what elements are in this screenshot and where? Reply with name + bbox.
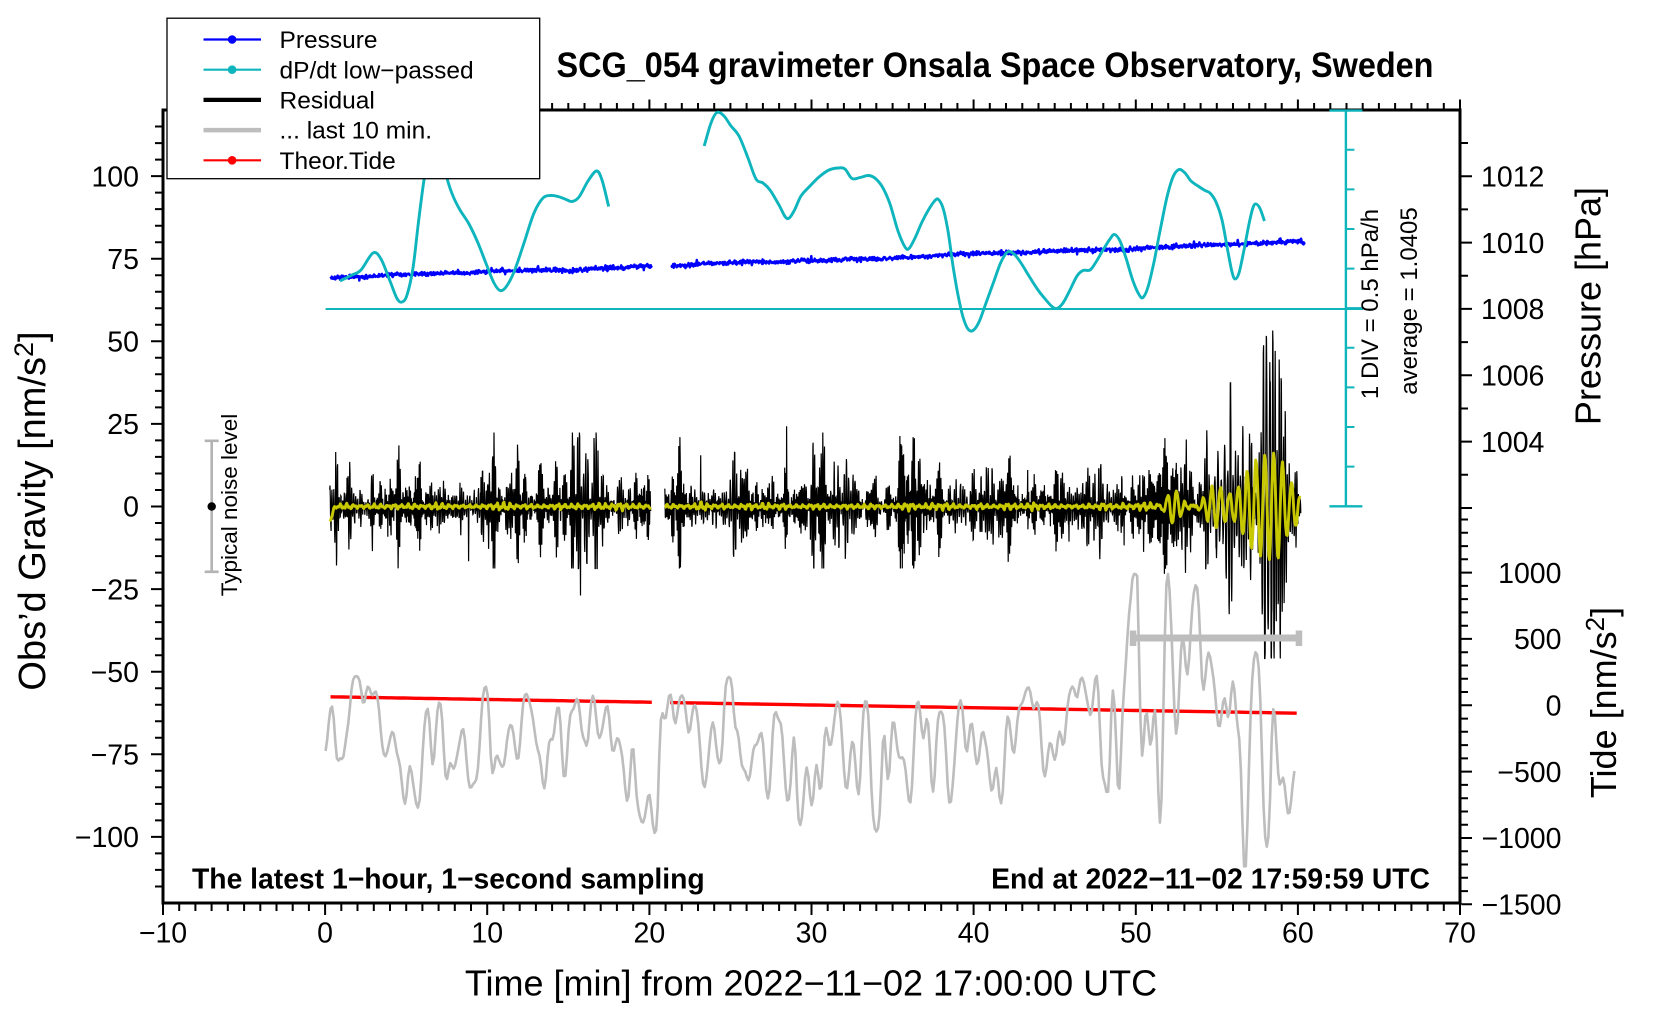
svg-text:−10: −10	[139, 918, 187, 950]
svg-text:−1000: −1000	[1481, 823, 1561, 855]
svg-text:... last 10 min.: ... last 10 min.	[280, 118, 433, 145]
svg-text:1 DIV = 0.5 hPa/h: 1 DIV = 0.5 hPa/h	[1357, 209, 1384, 399]
svg-text:75: 75	[107, 244, 139, 276]
svg-text:10: 10	[471, 918, 503, 950]
svg-text:Typical noise level: Typical noise level	[217, 414, 242, 597]
svg-text:Obs’d Gravity [nm/s2]: Obs’d Gravity [nm/s2]	[9, 331, 54, 690]
svg-text:1010: 1010	[1481, 228, 1544, 260]
svg-text:0: 0	[123, 492, 139, 524]
svg-text:1006: 1006	[1481, 361, 1544, 393]
svg-text:1012: 1012	[1481, 161, 1544, 193]
svg-text:−100: −100	[75, 822, 139, 854]
svg-text:Theor.Tide: Theor.Tide	[280, 148, 396, 175]
svg-text:50: 50	[107, 327, 139, 359]
svg-text:20: 20	[634, 918, 666, 950]
svg-text:The latest 1−hour, 1−second sa: The latest 1−hour, 1−second sampling	[192, 863, 705, 895]
svg-text:0: 0	[317, 918, 333, 950]
svg-text:Residual: Residual	[280, 88, 375, 115]
svg-text:1004: 1004	[1481, 427, 1545, 459]
svg-text:Pressure [hPa]: Pressure [hPa]	[1568, 187, 1609, 425]
svg-text:1000: 1000	[1498, 558, 1561, 590]
svg-text:30: 30	[796, 918, 828, 950]
svg-text:1008: 1008	[1481, 294, 1544, 326]
svg-text:Pressure: Pressure	[280, 27, 378, 54]
svg-text:25: 25	[107, 409, 139, 441]
svg-text:500: 500	[1514, 624, 1562, 656]
svg-text:60: 60	[1282, 918, 1314, 950]
svg-text:−1500: −1500	[1481, 890, 1561, 922]
svg-text:70: 70	[1444, 918, 1476, 950]
svg-text:−75: −75	[91, 740, 139, 772]
svg-text:average = 1.0405: average = 1.0405	[1396, 207, 1423, 395]
svg-text:End at 2022−11−02 17:59:59 UTC: End at 2022−11−02 17:59:59 UTC	[991, 863, 1430, 895]
svg-text:−50: −50	[91, 657, 139, 689]
svg-text:−25: −25	[91, 574, 139, 606]
svg-text:50: 50	[1120, 918, 1152, 950]
svg-text:SCG_054 gravimeter Onsala Spac: SCG_054 gravimeter Onsala Space Observat…	[557, 46, 1434, 85]
svg-text:100: 100	[91, 161, 139, 193]
svg-text:Tide [nm/s2]: Tide [nm/s2]	[1580, 607, 1624, 798]
svg-text:40: 40	[958, 918, 990, 950]
svg-text:0: 0	[1546, 691, 1562, 723]
svg-text:dP/dt low−passed: dP/dt low−passed	[280, 57, 474, 84]
svg-text:Time [min] from 2022−11−02 17:: Time [min] from 2022−11−02 17:00:00 UTC	[465, 963, 1157, 1004]
svg-text:−500: −500	[1497, 757, 1561, 789]
